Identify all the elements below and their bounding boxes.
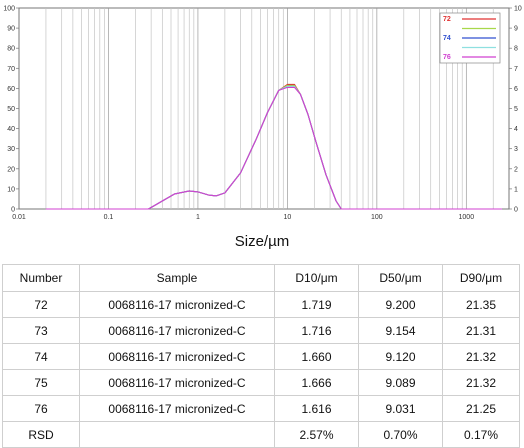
legend-label: 74 [443, 35, 451, 42]
y-tick-label: 20 [7, 166, 15, 173]
cell-number: 73 [2, 317, 80, 344]
y-right-tick-label: 8 [514, 46, 518, 53]
cell-d90: 21.35 [442, 291, 520, 318]
cell-d90: 21.25 [442, 395, 520, 422]
series-layer [45, 83, 502, 210]
y-right-tick-label: 9 [514, 26, 518, 33]
y-tick-label: 40 [7, 126, 15, 133]
cell-d10: 1.666 [274, 369, 359, 396]
y-tick-label: 0 [11, 207, 15, 214]
y-axis-right: 0 1 2 3 4 5 6 7 8 9 10 [509, 6, 522, 214]
header-d50: D50/μm [358, 264, 443, 292]
y-axis-left: 0 10 20 30 40 50 60 70 80 90 100 [3, 6, 19, 214]
cell-number: 76 [2, 395, 80, 422]
header-d90: D90/μm [442, 264, 520, 292]
cell-d50: 0.70% [358, 421, 443, 448]
table-row-rsd: RSD 2.57% 0.70% 0.17% [2, 421, 520, 448]
cell-number: 75 [2, 369, 80, 396]
results-table: Number Sample D10/μm D50/μm D90/μm 72 00… [2, 264, 520, 448]
x-axis-label: Size/µm [235, 233, 290, 250]
table-row: 76 0068116-17 micronized-C 1.616 9.031 2… [2, 395, 520, 422]
table-row: 73 0068116-17 micronized-C 1.716 9.154 2… [2, 317, 520, 344]
y-tick-label: 30 [7, 146, 15, 153]
y-right-tick-label: 6 [514, 86, 518, 93]
cell-d50: 9.031 [358, 395, 443, 422]
series-line-4 [45, 86, 502, 210]
grid-lines [45, 8, 494, 209]
cell-sample: 0068116-17 micronized-C [79, 343, 275, 370]
y-right-tick-label: 7 [514, 66, 518, 73]
y-tick-label: 60 [7, 86, 15, 93]
x-tick-label: 0.1 [104, 214, 114, 221]
x-tick-label: 10 [283, 214, 291, 221]
header-d10: D10/μm [274, 264, 359, 292]
cell-number: 72 [2, 291, 80, 318]
y-tick-label: 100 [3, 6, 15, 13]
cell-sample: 0068116-17 micronized-C [79, 291, 275, 318]
cell-d50: 9.120 [358, 343, 443, 370]
cell-number: RSD [2, 421, 80, 448]
y-tick-label: 10 [7, 186, 15, 193]
cell-d50: 9.089 [358, 369, 443, 396]
cell-sample: 0068116-17 micronized-C [79, 369, 275, 396]
cell-sample: 0068116-17 micronized-C [79, 317, 275, 344]
table-row: 74 0068116-17 micronized-C 1.660 9.120 2… [2, 343, 520, 370]
y-tick-label: 70 [7, 66, 15, 73]
x-axis: 0.01 0.1 1 10 100 1000 [12, 214, 474, 221]
cell-sample [79, 421, 275, 448]
cell-d50: 9.154 [358, 317, 443, 344]
y-right-tick-label: 3 [514, 146, 518, 153]
cell-d10: 1.616 [274, 395, 359, 422]
header-sample: Sample [79, 264, 275, 292]
x-tick-label: 100 [371, 214, 383, 221]
y-right-tick-label: 2 [514, 166, 518, 173]
table-row: 72 0068116-17 micronized-C 1.719 9.200 2… [2, 291, 520, 318]
y-tick-label: 80 [7, 46, 15, 53]
cell-d90: 21.31 [442, 317, 520, 344]
header-number: Number [2, 264, 80, 292]
y-right-tick-label: 1 [514, 186, 518, 193]
cell-number: 74 [2, 343, 80, 370]
y-right-tick-label: 4 [514, 126, 518, 133]
y-tick-label: 90 [7, 26, 15, 33]
y-tick-label: 50 [7, 106, 15, 113]
x-tick-label: 1000 [459, 214, 475, 221]
legend-label: 76 [443, 54, 451, 61]
cell-d10: 1.719 [274, 291, 359, 318]
cell-d90: 21.32 [442, 343, 520, 370]
y-right-tick-label: 5 [514, 106, 518, 113]
x-tick-label: 0.01 [12, 214, 26, 221]
cell-d10: 2.57% [274, 421, 359, 448]
table-row: 75 0068116-17 micronized-C 1.666 9.089 2… [2, 369, 520, 396]
table-header-row: Number Sample D10/μm D50/μm D90/μm [2, 264, 520, 292]
cell-d90: 21.32 [442, 369, 520, 396]
plot-frame [18, 7, 510, 210]
cell-d90: 0.17% [442, 421, 520, 448]
size-distribution-chart: 0 10 20 30 40 50 60 70 80 90 100 0 1 2 3 4 5 6 7 8 9 10 0.01… [3, 6, 522, 251]
legend-label: 72 [443, 16, 451, 23]
cell-d50: 9.200 [358, 291, 443, 318]
y-right-tick-label: 10 [514, 6, 522, 13]
cell-d10: 1.716 [274, 317, 359, 344]
cell-sample: 0068116-17 micronized-C [79, 395, 275, 422]
x-tick-label: 1 [196, 214, 200, 221]
y-right-tick-label: 0 [514, 207, 518, 214]
legend: 72 74 76 [439, 12, 501, 64]
cell-d10: 1.660 [274, 343, 359, 370]
